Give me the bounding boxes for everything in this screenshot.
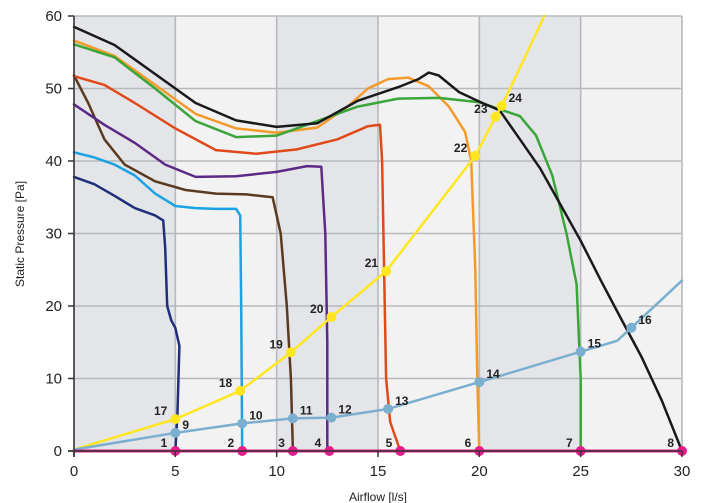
x-tick-label-30: 30: [674, 463, 691, 480]
y-tick-label-40: 40: [45, 153, 62, 170]
point-22: [470, 150, 481, 161]
point-label-18: 18: [219, 376, 233, 390]
y-tick-label-30: 30: [45, 226, 62, 243]
point-14: [474, 377, 485, 388]
point-label-10: 10: [249, 408, 263, 422]
series-line-3: [72, 74, 295, 453]
point-20: [326, 311, 337, 322]
point-label-14: 14: [486, 367, 500, 381]
point-label-13: 13: [395, 394, 409, 408]
series-line-4: [72, 103, 329, 453]
point-label-24: 24: [509, 91, 523, 105]
y-axis-label: Static Pressure [Pa]: [13, 181, 27, 287]
y-tick-label-0: 0: [54, 443, 62, 460]
x-tick-label-25: 25: [572, 463, 589, 480]
point-12: [326, 412, 337, 423]
point-label-15: 15: [588, 337, 602, 351]
series-line-8: [72, 25, 684, 453]
point-label-8: 8: [667, 436, 674, 450]
x-tick-label-15: 15: [370, 463, 387, 480]
point-16: [626, 322, 637, 333]
point-label-19: 19: [269, 337, 283, 351]
point-9: [170, 427, 181, 438]
point-label-1: 1: [161, 436, 168, 450]
point-label-16: 16: [638, 313, 652, 327]
point-label-22: 22: [454, 141, 468, 155]
point-11: [287, 413, 298, 424]
point-15: [575, 346, 586, 357]
series-line-7: [72, 43, 582, 453]
point-19: [285, 347, 296, 358]
point-label-6: 6: [465, 436, 472, 450]
y-tick-label-50: 50: [45, 81, 62, 98]
x-axis-label: Airflow [l/s]: [349, 490, 407, 503]
point-label-9: 9: [182, 418, 189, 432]
point-24: [496, 100, 507, 111]
point-21: [381, 266, 392, 277]
point-label-21: 21: [365, 256, 379, 270]
x-tick-label-10: 10: [268, 463, 285, 480]
point-label-2: 2: [228, 436, 235, 450]
y-tick-label-60: 60: [45, 8, 62, 25]
y-tick-label-10: 10: [45, 371, 62, 388]
point-label-7: 7: [566, 436, 573, 450]
point-10: [237, 418, 248, 429]
x-tick-label-20: 20: [471, 463, 488, 480]
point-label-11: 11: [300, 403, 313, 417]
point-label-23: 23: [474, 102, 488, 116]
series-line-2: [72, 151, 244, 453]
axes: [68, 15, 683, 457]
point-label-4: 4: [315, 436, 322, 450]
x-tick-label-0: 0: [70, 463, 78, 480]
point-label-5: 5: [386, 436, 393, 450]
point-17: [170, 414, 181, 425]
series-line-6: [72, 39, 481, 453]
point-label-12: 12: [338, 403, 352, 417]
series-line-1: [72, 175, 181, 453]
point-18: [235, 385, 246, 396]
point-13: [383, 403, 394, 414]
series-line-5: [72, 74, 402, 453]
point-label-3: 3: [278, 436, 285, 450]
x-tick-label-5: 5: [171, 463, 179, 480]
point-label-17: 17: [154, 404, 168, 418]
y-tick-label-20: 20: [45, 298, 62, 315]
point-23: [490, 111, 501, 122]
point-label-20: 20: [310, 302, 324, 316]
